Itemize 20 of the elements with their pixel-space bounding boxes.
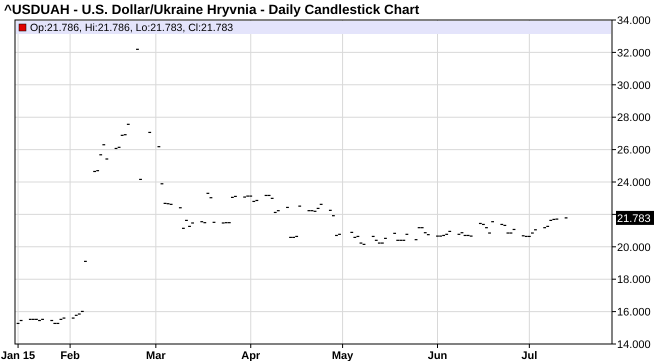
- text: 21.783: [617, 212, 651, 225]
- x-tick-label: May: [332, 350, 354, 361]
- x-tick-label: Jan 15: [0, 350, 36, 361]
- x-tick-label: Jun: [428, 350, 448, 361]
- x-tick-label: Apr: [241, 350, 261, 361]
- chart-title: ^USDUAH - U.S. Dollar/Ukraine Hryvnia - Daily Candlestick Chart: [4, 2, 420, 17]
- annotation: Op:21.786, Hi:21.786, Lo:21.783, Cl:21.783: [30, 22, 234, 34]
- y-tick-label: 30.000: [617, 80, 651, 92]
- y-tick-label: 34.000: [617, 15, 651, 27]
- y-tick-label: 24.000: [617, 177, 651, 189]
- y-tick-label: 26.000: [617, 144, 651, 157]
- y-tick-label: 32.000: [617, 47, 651, 60]
- x-tick-label: Mar: [146, 350, 166, 361]
- y-tick-label: 20.000: [617, 242, 651, 254]
- x-tick-label: Jul: [521, 350, 538, 361]
- y-tick-label: 16.000: [617, 306, 651, 319]
- y-tick-label: 14.000: [617, 339, 651, 351]
- y-tick-label: 18.000: [617, 274, 651, 286]
- x-tick-label: Feb: [60, 350, 80, 361]
- y-tick-label: 28.000: [617, 112, 651, 124]
